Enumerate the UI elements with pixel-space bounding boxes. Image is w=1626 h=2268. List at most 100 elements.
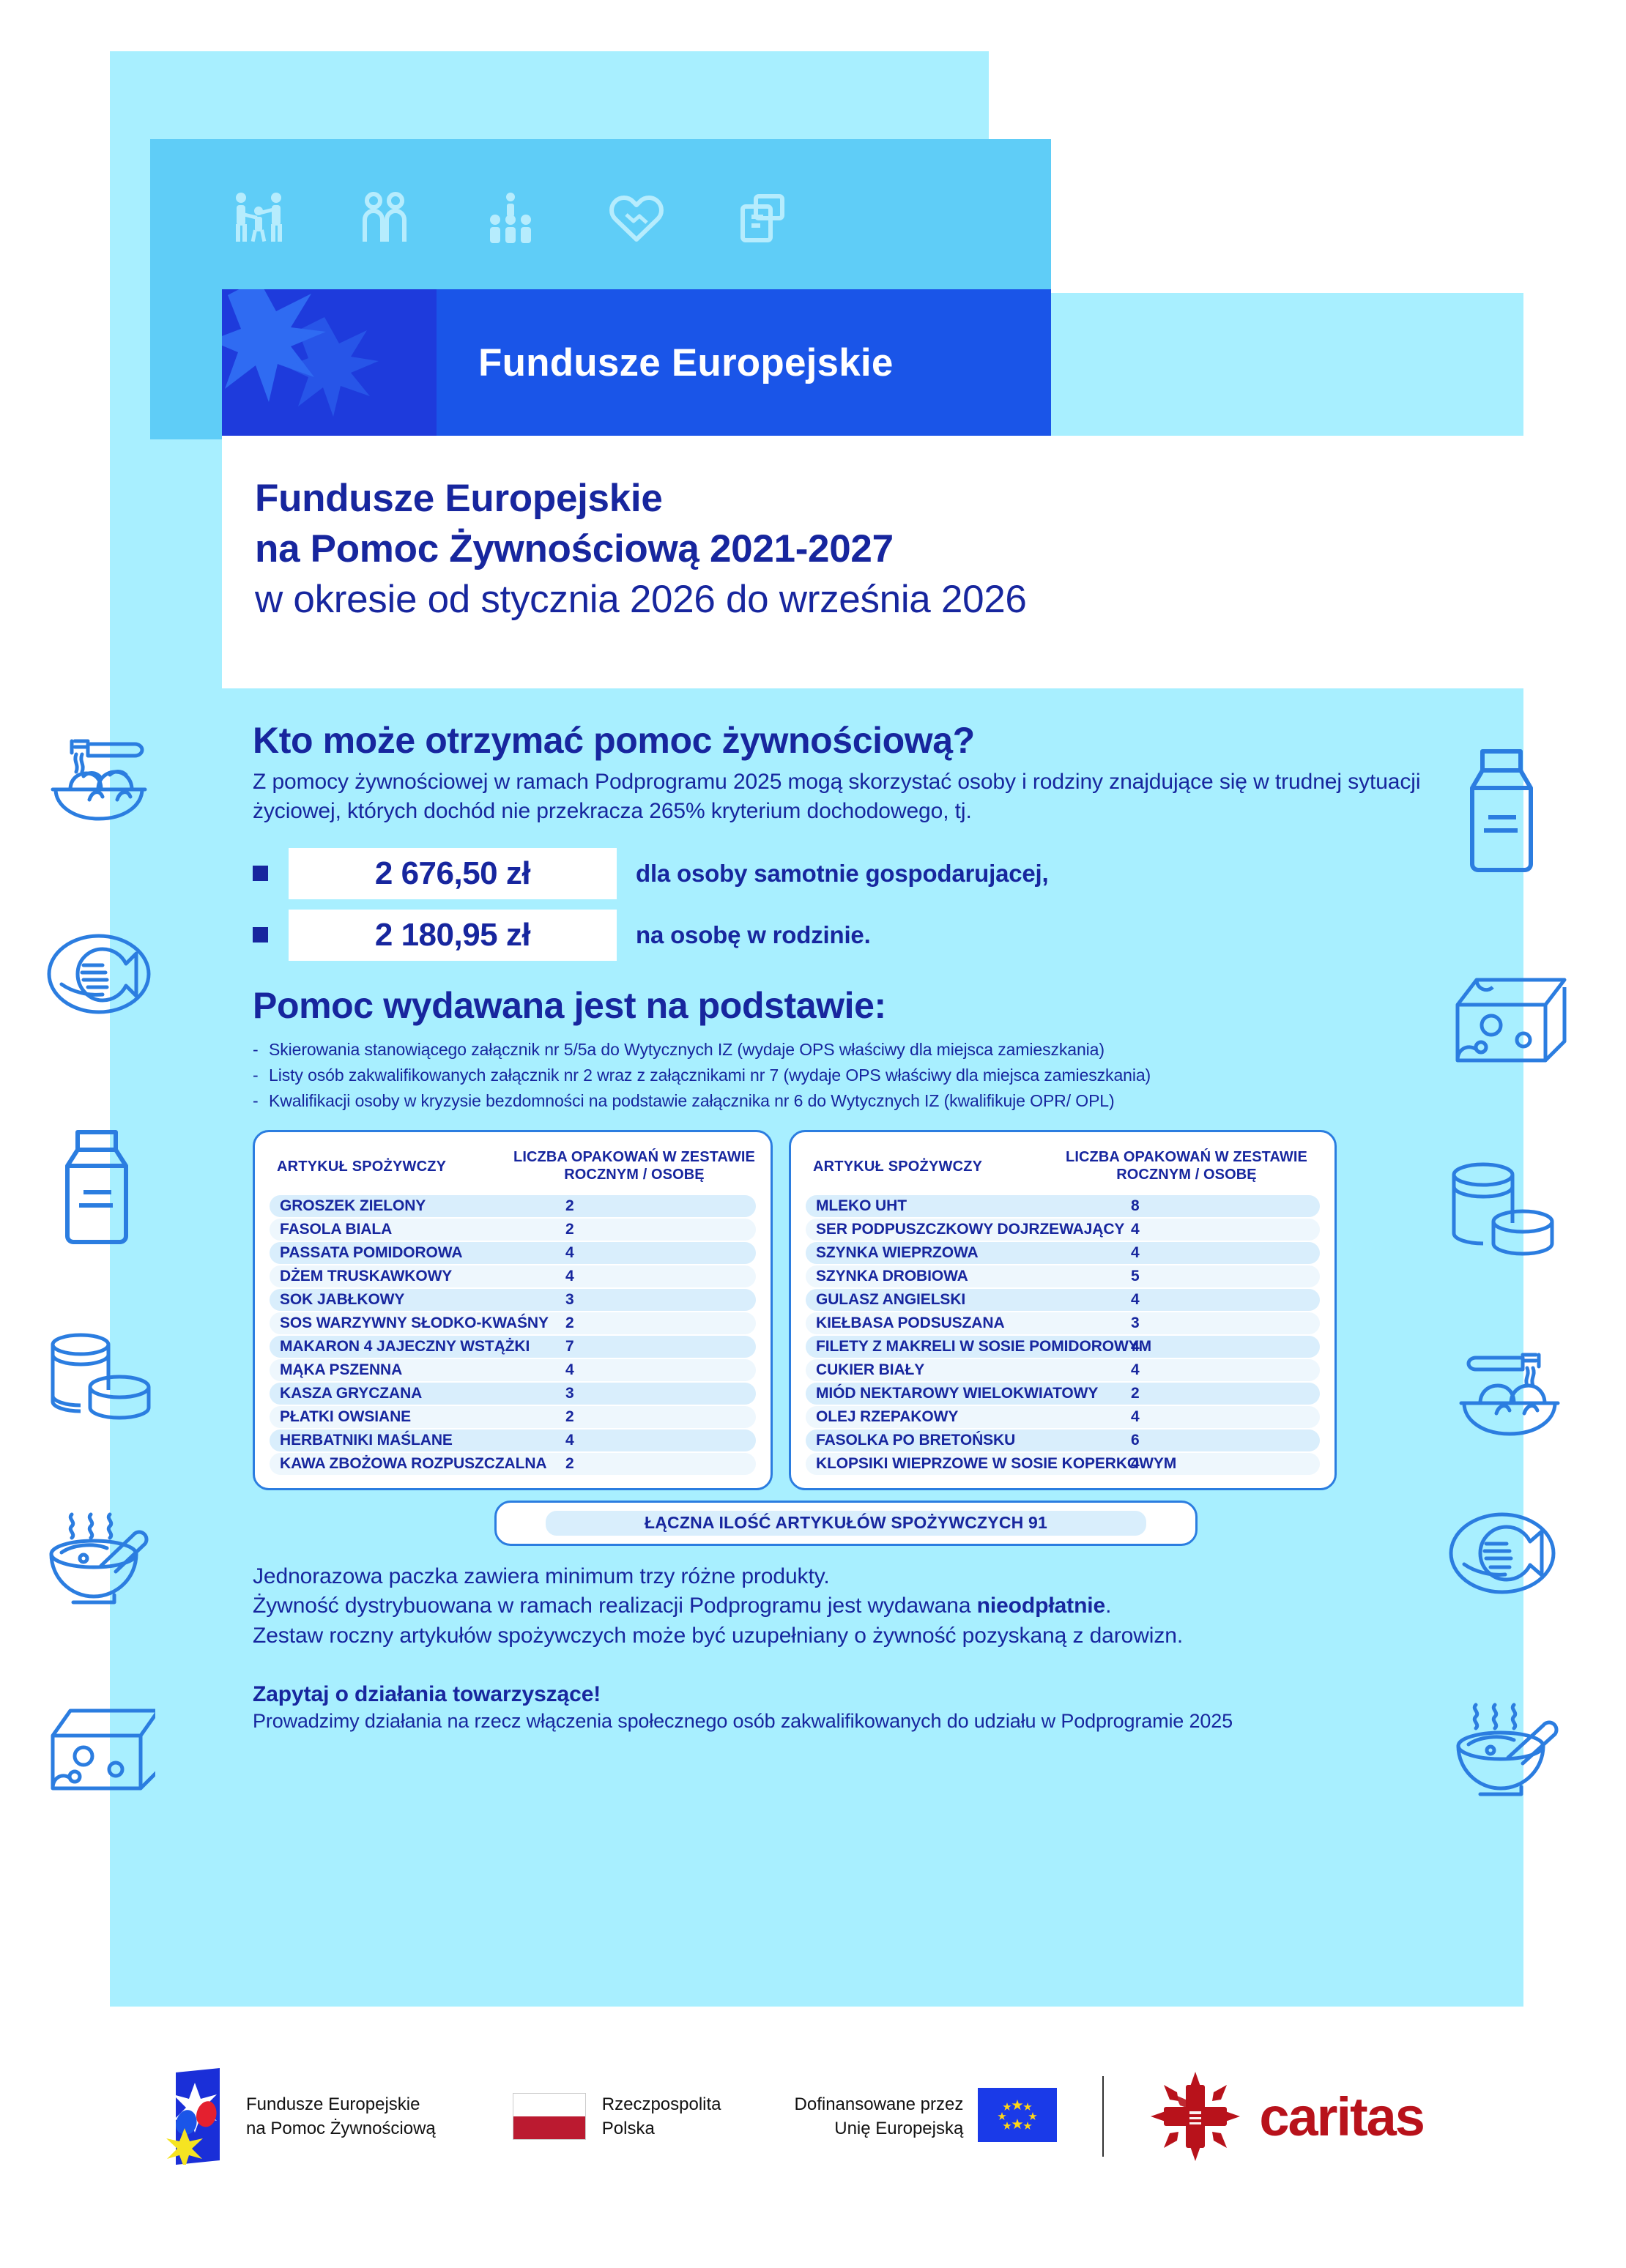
family-icon (196, 174, 322, 262)
column-header-count-line1: LICZBA OPAKOWAŃ W ZESTAWIE (1066, 1148, 1307, 1165)
table-row: OLEJ RZEPAKOWY 4 (806, 1405, 1320, 1428)
table-rows: MLEKO UHT 8 SER PODPUSZCZKOWY DOJRZEWAJĄCY… (806, 1194, 1320, 1475)
fe-footer-logo: Fundusze Europejskie na Pomoc Żywnościow… (163, 2068, 436, 2165)
cans-icon (1447, 1157, 1556, 1263)
caritas-cross-icon (1151, 2072, 1241, 2161)
basis-item: - Kwalifikacji osoby w kryzysie bezdomnoś… (253, 1088, 1439, 1114)
square-bullet-icon (253, 866, 268, 882)
product-quantity: 4 (1131, 1290, 1140, 1308)
caritas-logo: caritas (1149, 2070, 1425, 2163)
two-people-icon (322, 174, 448, 262)
table-row: MAKARON 4 JAJECZNY WSTĄŻKI 7 (270, 1335, 756, 1358)
product-quantity: 2 (565, 1454, 574, 1472)
dash-bullet-icon: - (253, 1065, 259, 1085)
product-name: FILETY Z MAKRELI W SOSIE POMIDOROWYM (816, 1337, 1152, 1355)
fish-plate-icon (1447, 1509, 1558, 1598)
column-header-count-line1: LICZBA OPAKOWAŃ W ZESTAWIE (513, 1148, 755, 1165)
table-row: SZYNKA DROBIOWA 5 (806, 1265, 1320, 1287)
card-exchange-icon (699, 174, 825, 262)
eligibility-heading: Kto może otrzymać pomoc żywnościową? (253, 720, 975, 761)
caritas-wordmark: caritas (1259, 2086, 1425, 2147)
product-name: OLEJ RZEPAKOWY (816, 1408, 959, 1425)
amount-value: 2 180,95 zł (374, 916, 531, 953)
product-name: GROSZEK ZIELONY (280, 1197, 426, 1214)
table-row: GULASZ ANGIELSKI 4 (806, 1288, 1320, 1311)
eu-line2: Unię Europejską (834, 2119, 964, 2138)
food-tables: ARTYKUŁ SPOŻYWCZY LICZBA OPAKOWAŃ W ZEST… (253, 1129, 1439, 1490)
product-quantity: 4 (565, 1431, 574, 1449)
product-name: KASZA GRYCZANA (280, 1384, 423, 1402)
table-row: SER PODPUSZCZKOWY DOJRZEWAJĄCY 4 (806, 1218, 1320, 1241)
amount-value-box: 2 180,95 zł (289, 909, 617, 961)
flag-red-stripe (513, 2116, 585, 2139)
product-name: SZYNKA WIEPRZOWA (816, 1243, 979, 1261)
table-row: CUKIER BIAŁY 4 (806, 1358, 1320, 1381)
basis-item: - Listy osób zakwalifikowanych załącznik … (253, 1063, 1439, 1088)
food-table-right: ARTYKUŁ SPOŻYWCZY LICZBA OPAKOWAŃ W ZEST… (789, 1129, 1337, 1490)
closing-text: Jednorazowa paczka zawiera minimum trzy … (253, 1562, 1439, 1651)
page-title-line1: Fundusze Europejskie (255, 477, 663, 520)
column-header-count-line2: ROCZNYM / OSOBĘ (564, 1166, 705, 1183)
amount-value-box: 2 676,50 zł (289, 847, 617, 899)
table-rows: GROSZEK ZIELONY 2 FASOLA BIALA 2 PASSATA POM… (270, 1194, 756, 1475)
table-row: SOS WARZYWNY SŁODKO-KWAŚNY 2 (270, 1312, 756, 1334)
header-icon-strip (150, 139, 1051, 297)
basis-heading: Pomoc wydawana jest na podstawie: (253, 984, 886, 1026)
column-header-product: ARTYKUŁ SPOŻYWCZY (813, 1158, 983, 1175)
soup-bowl-icon (1454, 1699, 1567, 1802)
table-row: MĄKA PSZENNA 4 (270, 1358, 756, 1381)
table-header: ARTYKUŁ SPOŻYWCZY LICZBA OPAKOWAŃ W ZEST… (270, 1145, 756, 1195)
eligibility-paragraph: Z pomocy żywnościowej w ramach Podprogra… (253, 770, 1421, 823)
product-name: PASSATA POMIDOROWA (280, 1243, 463, 1261)
basis-item-text: Listy osób zakwalifikowanych załącznik n… (269, 1065, 1151, 1085)
fe-footer-line1: Fundusze Europejskie (246, 2094, 420, 2114)
product-name: FASOLKA PO BRETOŃSKU (816, 1431, 1016, 1449)
product-name: MIÓD NEKTAROWY WIELOKWIATOWY (816, 1384, 1099, 1402)
product-quantity: 4 (1131, 1454, 1140, 1472)
product-quantity: 5 (1131, 1267, 1140, 1284)
product-name: HERBATNIKI MAŚLANE (280, 1431, 453, 1449)
table-row: SOK JABŁKOWY 3 (270, 1288, 756, 1311)
product-quantity: 3 (565, 1290, 574, 1308)
column-header-count: LICZBA OPAKOWAŃ W ZESTAWIE ROCZNYM / OSO… (1053, 1148, 1320, 1183)
product-name: KLOPSIKI WIEPRZOWE W SOSIE KOPERKOWYM (816, 1454, 1177, 1472)
product-quantity: 8 (1131, 1197, 1140, 1214)
table-row: MIÓD NEKTAROWY WIELOKWIATOWY 2 (806, 1382, 1320, 1405)
product-quantity: 4 (1131, 1361, 1140, 1378)
amount-value: 2 676,50 zł (374, 855, 531, 891)
amount-row: 2 676,50 zł dla osoby samotnie gospodaru… (253, 847, 1439, 899)
food-table-left: ARTYKUŁ SPOŻYWCZY LICZBA OPAKOWAŃ W ZEST… (253, 1129, 773, 1490)
table-row: KAWA ZBOŻOWA ROZPUSZCZALNA 2 (270, 1452, 756, 1475)
closing-line2: Żywność dystrybuowana w ramach realizacj… (253, 1591, 1439, 1621)
product-quantity: 4 (565, 1361, 574, 1378)
product-name: MĄKA PSZENNA (280, 1361, 403, 1378)
table-row: FASOLKA PO BRETOŃSKU 6 (806, 1429, 1320, 1451)
product-quantity: 2 (565, 1408, 574, 1425)
product-quantity: 2 (565, 1197, 574, 1214)
eu-label: Dofinansowane przez Unię Europejską (795, 2092, 964, 2141)
closing-line1: Jednorazowa paczka zawiera minimum trzy … (253, 1564, 830, 1588)
table-row: SZYNKA WIEPRZOWA 4 (806, 1241, 1320, 1264)
total-bar-wrap: ŁĄCZNA ILOŚĆ ARTYKUŁÓW SPOŻYWCZYCH 91 (253, 1500, 1439, 1546)
heart-handshake-icon (573, 174, 699, 262)
table-row: HERBATNIKI MAŚLANE 4 (270, 1429, 756, 1451)
footer-divider (1102, 2076, 1105, 2157)
fish-plate-icon (45, 930, 152, 1018)
poland-line1: Rzeczpospolita (601, 2094, 721, 2114)
product-name: SOS WARZYWNY SŁODKO-KWAŚNY (280, 1314, 549, 1331)
product-name: FASOLA BIALA (280, 1220, 393, 1238)
square-bullet-icon (253, 927, 268, 943)
column-header-count: LICZBA OPAKOWAŃ W ZESTAWIE ROCZNYM / OSO… (513, 1148, 756, 1183)
product-quantity: 2 (1131, 1384, 1140, 1402)
product-name: KIEŁBASA PODSUSZANA (816, 1314, 1005, 1331)
total-bar-inner: ŁĄCZNA ILOŚĆ ARTYKUŁÓW SPOŻYWCZYCH 91 (546, 1510, 1146, 1536)
product-name: GULASZ ANGIELSKI (816, 1290, 966, 1308)
closing-line2-suffix: . (1105, 1594, 1112, 1618)
closing-line2-prefix: Żywność dystrybuowana w ramach realizacj… (253, 1594, 977, 1618)
ask-heading: Zapytaj o działania towarzyszące! (253, 1682, 601, 1707)
product-quantity: 3 (1131, 1314, 1140, 1331)
footer: Fundusze Europejskie na Pomoc Żywnościow… (0, 2043, 1626, 2190)
table-row: FASOLA BIALA 2 (270, 1218, 756, 1241)
table-row: DŻEM TRUSKAWKOWY 4 (270, 1265, 756, 1287)
basis-item-text: Kwalifikacji osoby w kryzysie bezdomnośc… (269, 1090, 1115, 1110)
